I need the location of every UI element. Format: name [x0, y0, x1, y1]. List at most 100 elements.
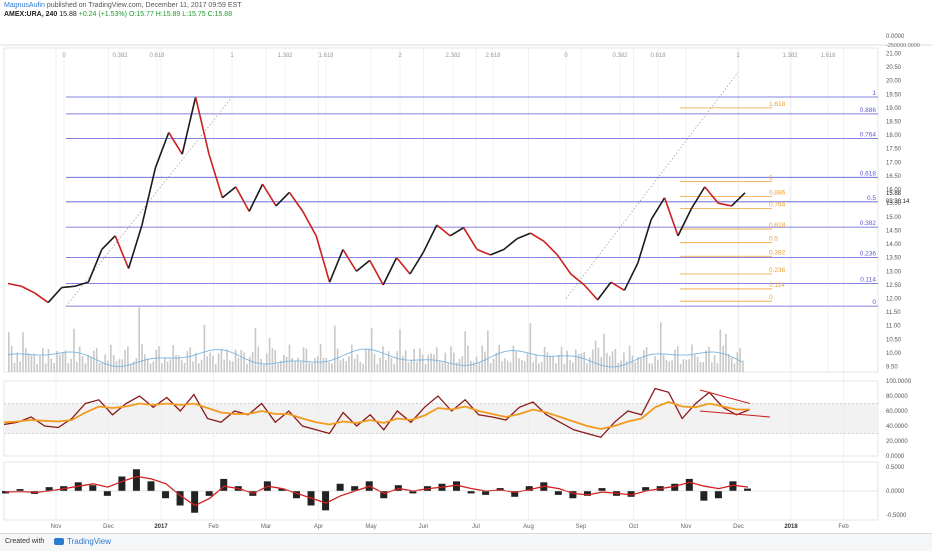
volume-bar — [563, 363, 566, 372]
volume-bar — [540, 361, 543, 372]
x-tick-label: Nov — [51, 524, 62, 530]
volume-bar — [665, 359, 668, 372]
macd-histogram-bar — [278, 488, 286, 491]
chart-canvas[interactable]: 1 0.886 0.764 0.618 0.5 0.382 0.236 0.114 0 1.618… — [0, 0, 932, 533]
volume-bar — [294, 361, 296, 372]
macd-histogram-bar — [2, 491, 9, 494]
fib-extension-label: 0.236 — [769, 267, 786, 274]
volume-bar — [402, 356, 404, 372]
volume-bar — [135, 358, 138, 372]
volume-bar — [410, 359, 413, 372]
author-link[interactable]: MagnusAufin — [4, 2, 45, 9]
volume-bar — [132, 361, 135, 372]
macd-line — [5, 475, 749, 507]
volume-bar — [87, 354, 89, 372]
volume-bar — [716, 363, 719, 372]
macd-histogram-bar — [685, 478, 693, 491]
volume-bar — [90, 356, 92, 372]
volume-bar — [475, 356, 478, 372]
rsi-trendline — [699, 410, 771, 418]
last-price: 15.88 — [59, 11, 77, 18]
volume-bar — [104, 354, 106, 372]
volume-bar — [657, 359, 659, 372]
volume-bar — [597, 347, 600, 372]
macd-axis-label: 0.5000 — [886, 465, 905, 471]
volume-bar — [608, 355, 611, 372]
rsi-axis-label: 0.0000 — [886, 454, 905, 460]
price-axis-label: 14.50 — [886, 228, 902, 234]
price-segment — [731, 192, 746, 207]
volume-bar — [8, 332, 10, 372]
volume-bar — [730, 357, 733, 372]
volume-bar — [121, 359, 123, 372]
volume-bar — [342, 358, 345, 372]
macd-histogram-bar — [409, 491, 417, 494]
volume-bar — [725, 333, 727, 372]
volume-bar — [470, 360, 472, 372]
volume-bar — [438, 361, 441, 372]
symbol-label: AMEX:URA, 240 — [4, 11, 58, 18]
volume-bar — [30, 354, 33, 372]
price-segment — [690, 186, 706, 210]
fib-time-label: 2 — [398, 53, 402, 59]
macd-histogram-bar — [89, 485, 97, 491]
volume-bar — [302, 347, 305, 372]
fib-extension-label: 0.886 — [769, 189, 786, 196]
volume-bar — [407, 362, 410, 372]
price-segment — [208, 153, 224, 198]
volume-bar — [144, 354, 146, 372]
volume-bar — [393, 363, 396, 372]
price-segment — [663, 197, 679, 237]
volume-bar — [25, 348, 27, 372]
fib-time-label: 0 — [62, 53, 66, 59]
volume-bar — [498, 344, 500, 372]
volume-bar — [206, 356, 209, 372]
volume-bar — [47, 349, 50, 372]
volume-bar — [10, 345, 13, 372]
tradingview-logo[interactable]: TradingView — [54, 537, 111, 546]
macd-histogram-bar — [700, 491, 708, 501]
fib-retracement-label: 0.114 — [860, 277, 876, 284]
volume-bar — [623, 352, 625, 372]
price-segment — [355, 259, 371, 272]
price-axis-label: 10.00 — [886, 351, 902, 357]
volume-bar — [234, 349, 237, 372]
volume-bar — [688, 359, 690, 372]
rsi-axis-label: 20.0000 — [886, 439, 908, 445]
volume-bar — [243, 352, 245, 372]
price-segment — [302, 210, 317, 237]
price-segment — [516, 232, 531, 240]
fib-extension-label: 0.114 — [769, 282, 785, 289]
volume-bar — [274, 350, 277, 372]
volume-bar — [183, 362, 186, 372]
volume-bar — [260, 358, 262, 372]
price-segment — [342, 249, 358, 272]
macd-histogram-bar — [569, 491, 577, 499]
macd-histogram-bar — [147, 481, 155, 491]
volume-bar — [455, 362, 458, 372]
x-tick-label: Nov — [681, 524, 692, 530]
volume-bar — [285, 356, 288, 372]
volume-bar — [333, 325, 336, 372]
fib-time-label: 0.382 — [612, 53, 628, 59]
macd-axis-label: 0.0000 — [886, 489, 905, 495]
volume-bar — [736, 352, 739, 372]
volume-bar — [705, 350, 707, 372]
volume-bar — [631, 355, 634, 372]
volume-bar — [299, 361, 302, 372]
price-axis-label: 17.00 — [886, 160, 902, 166]
zero-axis-label: 0.0000 — [886, 34, 905, 40]
volume-bar — [305, 348, 308, 372]
volume-bar — [149, 363, 152, 372]
volume-bar — [552, 355, 554, 372]
volume-bar — [322, 357, 325, 372]
volume-bar — [671, 360, 673, 372]
fib-time-label: 2.618 — [485, 53, 501, 59]
price-segment — [677, 208, 693, 237]
fib-time-label: 1.618 — [820, 53, 836, 59]
price-segment — [718, 202, 732, 207]
volume-bar — [61, 352, 64, 372]
price-segment — [315, 235, 331, 283]
price-segment — [235, 186, 250, 212]
volume-bar — [223, 359, 226, 372]
